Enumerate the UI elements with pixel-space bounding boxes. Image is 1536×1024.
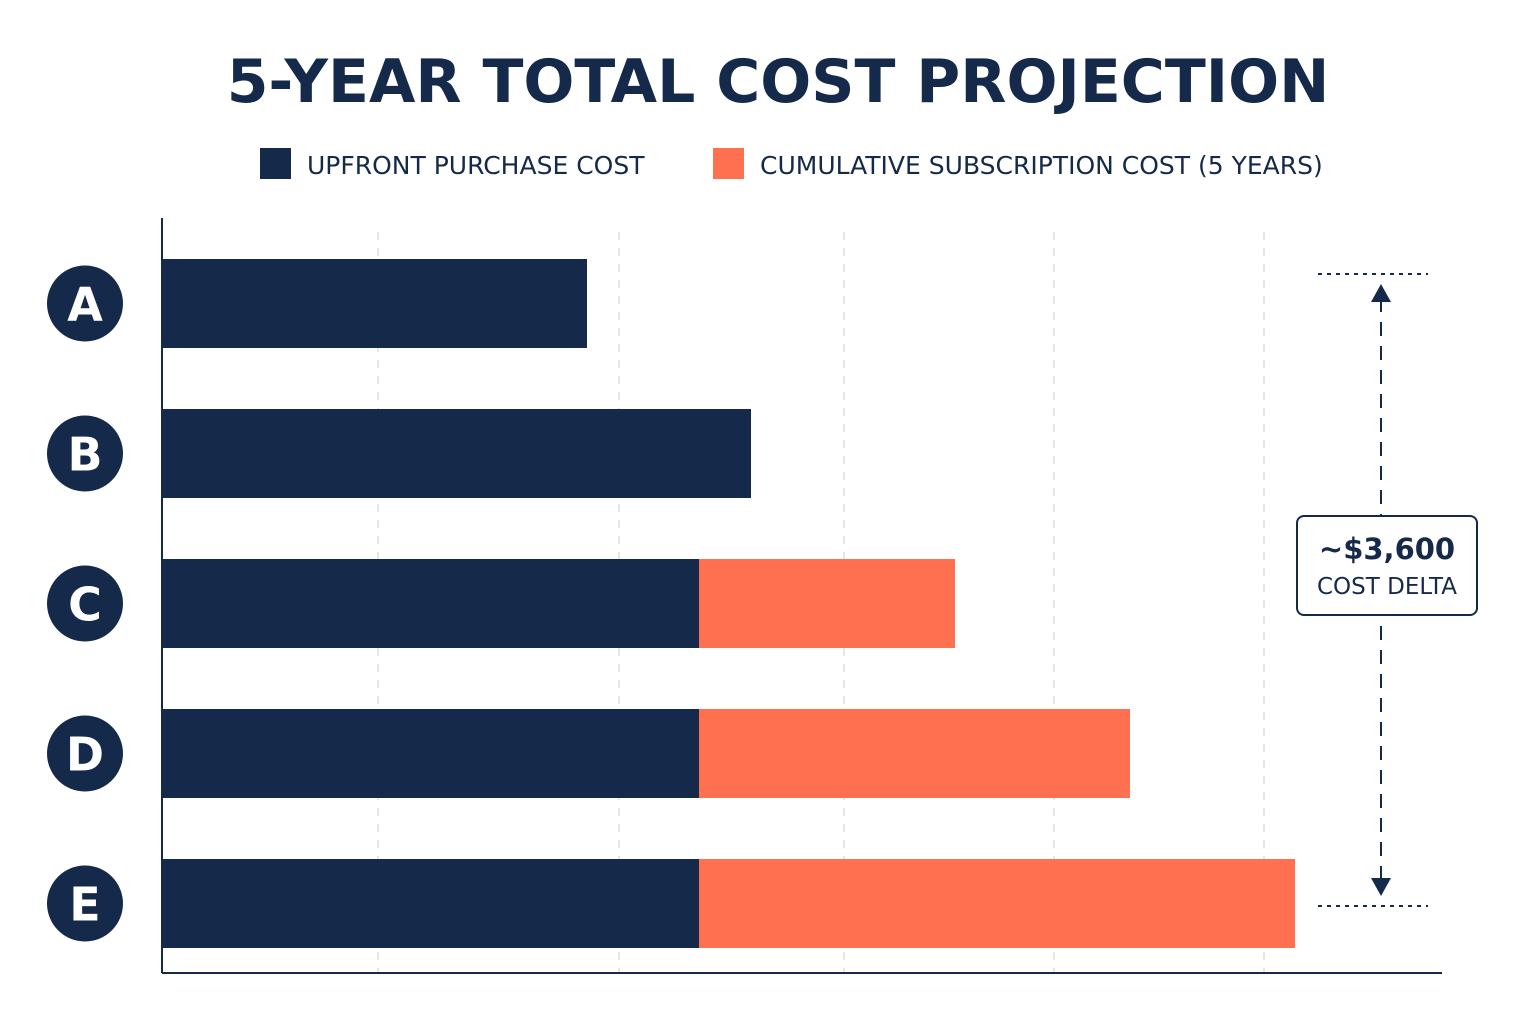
delta-box <box>1296 515 1478 616</box>
legend-label-1: UPFRONT PURCHASE COST <box>307 151 645 180</box>
arrow-down-icon <box>1371 878 1391 896</box>
category-badge-c <box>47 565 123 642</box>
cost-delta-annotation: ~$3,600 COST DELTA <box>1296 273 1478 907</box>
bar-d-subscription <box>699 709 1130 798</box>
bar-b-upfront <box>162 409 751 498</box>
legend-swatch-2 <box>713 148 744 179</box>
category-badge-b <box>47 415 123 492</box>
delta-label: COST DELTA <box>1317 574 1457 600</box>
bar-d-upfront <box>162 709 699 798</box>
bar-e-subscription <box>699 859 1295 948</box>
category-label-d: D <box>66 728 104 782</box>
category-label-c: C <box>68 578 102 632</box>
legend-swatch-1 <box>260 148 291 179</box>
legend: UPFRONT PURCHASE COST CUMULATIVE SUBSCRIP… <box>260 148 1323 180</box>
delta-value: ~$3,600 <box>1319 532 1455 566</box>
category-badge-a <box>47 265 123 342</box>
category-label-b: B <box>67 428 102 482</box>
bars <box>162 259 1295 948</box>
category-label-a: A <box>67 278 103 332</box>
category-badge-e <box>47 865 123 942</box>
category-badge-d <box>47 715 123 792</box>
category-label-e: E <box>69 878 100 932</box>
bar-a-upfront <box>162 259 587 348</box>
category-labels: A B C D E <box>47 265 123 942</box>
axes <box>161 218 1442 974</box>
bar-c-subscription <box>699 559 955 648</box>
arrow-up-icon <box>1371 284 1391 302</box>
bar-e-upfront <box>162 859 699 948</box>
bar-c-upfront <box>162 559 699 648</box>
legend-label-2: CUMULATIVE SUBSCRIPTION COST (5 YEARS) <box>760 151 1323 180</box>
chart-title: 5-YEAR TOTAL COST PROJECTION <box>227 47 1330 117</box>
